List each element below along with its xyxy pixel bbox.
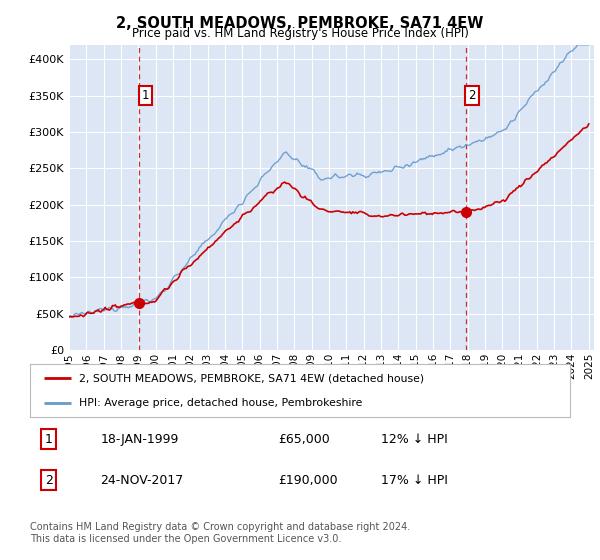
Text: Price paid vs. HM Land Registry's House Price Index (HPI): Price paid vs. HM Land Registry's House … (131, 27, 469, 40)
Text: 2, SOUTH MEADOWS, PEMBROKE, SA71 4EW (detached house): 2, SOUTH MEADOWS, PEMBROKE, SA71 4EW (de… (79, 374, 424, 384)
Text: 1: 1 (142, 89, 149, 102)
Text: £65,000: £65,000 (278, 433, 330, 446)
Text: £190,000: £190,000 (278, 474, 338, 487)
Text: 1: 1 (45, 433, 53, 446)
Text: Contains HM Land Registry data © Crown copyright and database right 2024.
This d: Contains HM Land Registry data © Crown c… (30, 522, 410, 544)
Text: 2: 2 (45, 474, 53, 487)
Text: 12% ↓ HPI: 12% ↓ HPI (381, 433, 448, 446)
Text: 17% ↓ HPI: 17% ↓ HPI (381, 474, 448, 487)
Text: HPI: Average price, detached house, Pembrokeshire: HPI: Average price, detached house, Pemb… (79, 398, 362, 408)
Text: 24-NOV-2017: 24-NOV-2017 (100, 474, 184, 487)
Text: 18-JAN-1999: 18-JAN-1999 (100, 433, 179, 446)
Text: 2, SOUTH MEADOWS, PEMBROKE, SA71 4EW: 2, SOUTH MEADOWS, PEMBROKE, SA71 4EW (116, 16, 484, 31)
Text: 2: 2 (469, 89, 476, 102)
